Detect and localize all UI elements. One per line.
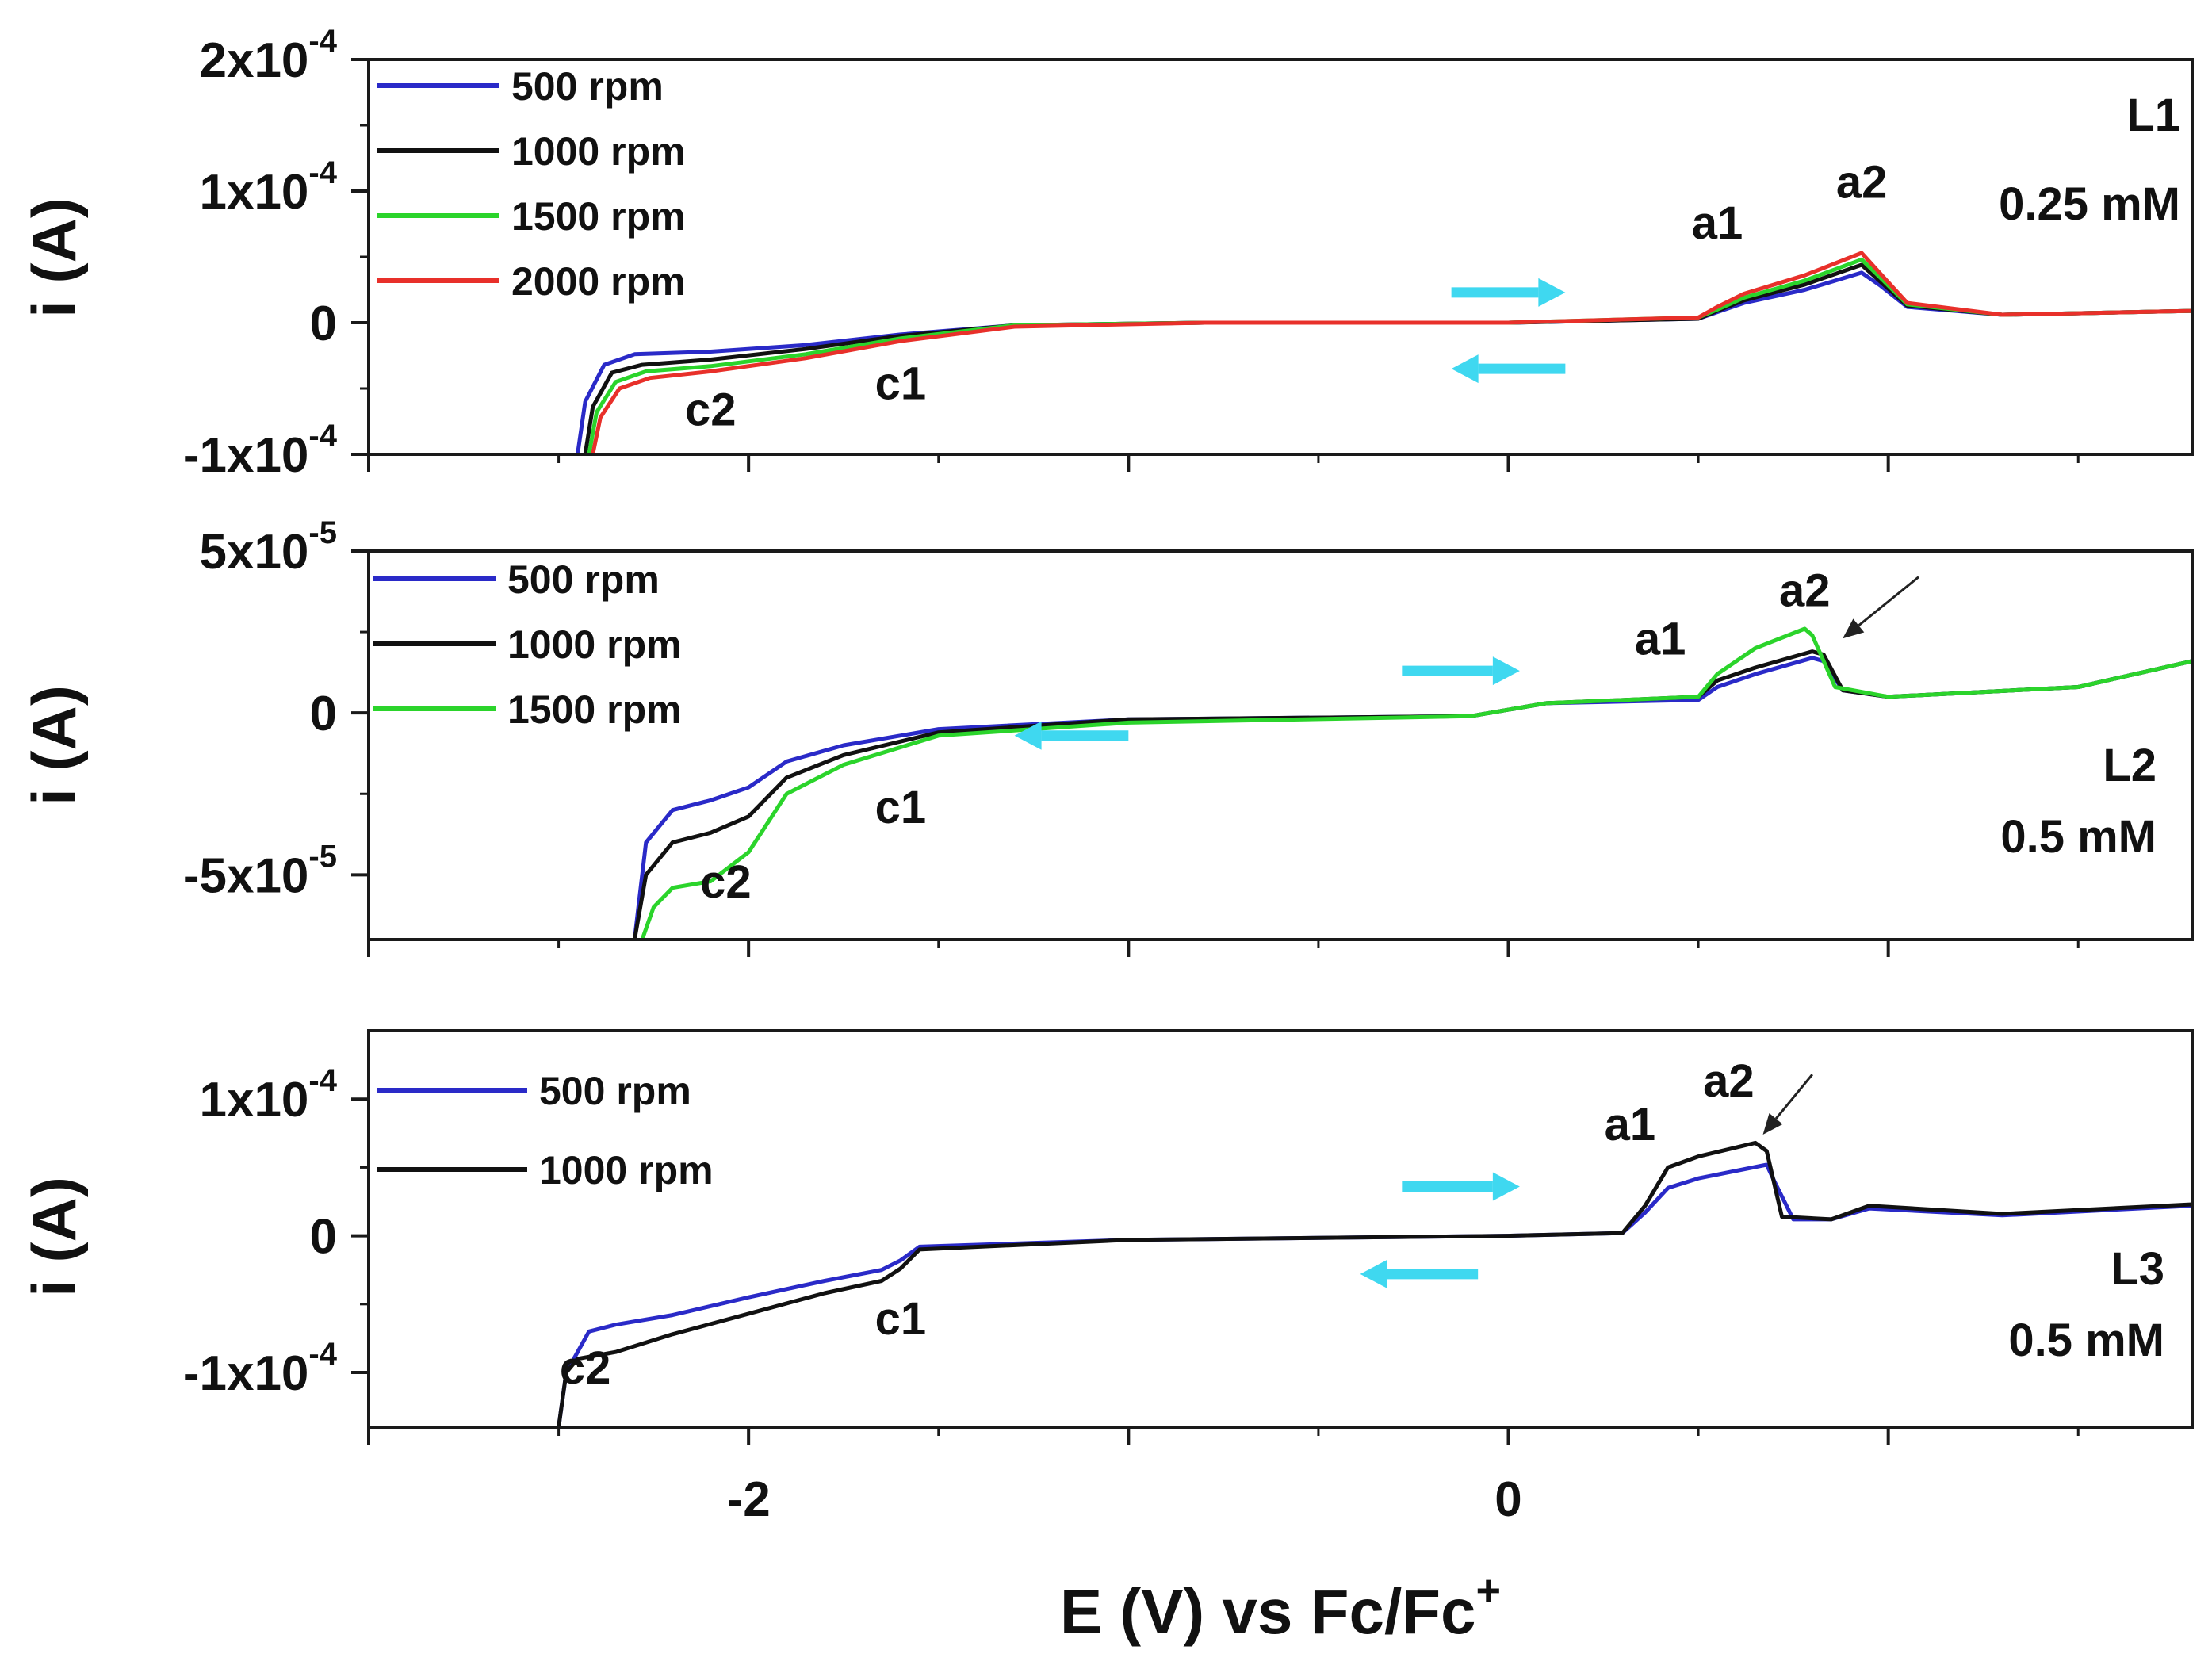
peak-label-a1: a1 bbox=[1692, 197, 1743, 249]
legend-entry: 2000 rpm bbox=[511, 259, 686, 304]
y-tick-label: 0 bbox=[310, 1210, 337, 1265]
legend-entry: 500 rpm bbox=[507, 557, 660, 602]
sweep-arrow-left bbox=[1451, 354, 1566, 384]
x-tick-label: 0 bbox=[1494, 1472, 1521, 1527]
series-line-2000-rpm bbox=[591, 251, 2192, 454]
series-group bbox=[557, 1140, 2192, 1427]
series-line-500-rpm bbox=[632, 656, 2192, 940]
peak-label-c1: c1 bbox=[875, 1293, 927, 1345]
y-tick-label: 1x10-4 bbox=[199, 155, 337, 220]
peak-label-a2: a2 bbox=[1703, 1055, 1755, 1107]
y-tick-label: -1x10-4 bbox=[183, 1337, 338, 1401]
y-tick-label: 0 bbox=[310, 687, 337, 741]
peak-label-c2: c2 bbox=[700, 856, 752, 908]
plot-frame bbox=[367, 1029, 2194, 1429]
x-axis-title: E (V) vs Fc/Fc+ bbox=[1060, 1567, 1501, 1647]
series-line-500-rpm bbox=[557, 1162, 2192, 1427]
series-group bbox=[632, 626, 2192, 940]
y-tick-label: 2x10-4 bbox=[199, 24, 337, 88]
peak-label-c1: c1 bbox=[875, 358, 927, 409]
concentration-label: 0.5 mM bbox=[2000, 811, 2157, 863]
series-line-500-rpm bbox=[576, 270, 2192, 454]
sweep-arrow-left bbox=[1014, 721, 1129, 750]
sweep-arrow-right bbox=[1451, 278, 1566, 307]
legend-entry: 1000 rpm bbox=[511, 129, 686, 174]
legend-entry: 1000 rpm bbox=[507, 622, 682, 667]
series-line-1500-rpm bbox=[587, 257, 2192, 454]
y-axis-title: i (A) bbox=[19, 197, 89, 318]
y-tick-label: 0 bbox=[310, 297, 337, 351]
concentration-label: 0.25 mM bbox=[1999, 178, 2180, 230]
panel-label: L3 bbox=[2111, 1243, 2164, 1295]
panel-l1: 2x10-4 1x10-4 0 -1x10-4 i (A) 500 rpm 1000 rpm… bbox=[19, 24, 2194, 483]
peak-label-a2: a2 bbox=[1779, 565, 1831, 616]
y-axis-title: i (A) bbox=[19, 685, 89, 806]
plot-frame bbox=[367, 58, 2194, 456]
series-line-1500-rpm bbox=[640, 626, 2192, 940]
panel-label: L1 bbox=[2126, 90, 2180, 141]
sweep-arrow-right bbox=[1402, 1172, 1520, 1201]
concentration-label: 0.5 mM bbox=[2008, 1315, 2164, 1366]
sweep-arrow-right bbox=[1402, 656, 1520, 686]
y-tick-label: 5x10-5 bbox=[199, 515, 337, 580]
series-group bbox=[576, 251, 2192, 454]
peak-label-c1: c1 bbox=[875, 782, 927, 833]
panel-l2: 5x10-5 0 -5x10-5 i (A) 500 rpm 1000 rpm 1500 r… bbox=[19, 515, 2194, 957]
x-axis-title-main: E (V) vs Fc/Fc bbox=[1060, 1576, 1476, 1647]
x-tick-labels: -2 0 bbox=[727, 1472, 1522, 1527]
peak-label-c2: c2 bbox=[560, 1342, 611, 1394]
pointer-arrow bbox=[1762, 1074, 1813, 1135]
legend-entry: 1000 rpm bbox=[539, 1148, 714, 1192]
svg-text:E (V) vs Fc/Fc+: E (V) vs Fc/Fc+ bbox=[1060, 1567, 1501, 1647]
sweep-arrow-left bbox=[1360, 1259, 1479, 1288]
peak-label-a1: a1 bbox=[1605, 1099, 1656, 1150]
panel-label: L2 bbox=[2103, 740, 2157, 791]
peak-label-c2: c2 bbox=[685, 384, 737, 435]
x-tick-label: -2 bbox=[727, 1472, 771, 1527]
plot-frame bbox=[367, 549, 2194, 941]
peak-label-a1: a1 bbox=[1635, 614, 1686, 665]
legend-entry: 1500 rpm bbox=[507, 687, 682, 732]
series-line-1000-rpm bbox=[557, 1140, 2192, 1427]
legend-entry: 500 rpm bbox=[539, 1069, 691, 1113]
peak-label-a2: a2 bbox=[1836, 156, 1888, 208]
x-axis-title-superscript: + bbox=[1476, 1567, 1502, 1614]
legend-entry: 1500 rpm bbox=[511, 194, 686, 239]
series-line-1000-rpm bbox=[583, 262, 2192, 454]
y-axis-title: i (A) bbox=[19, 1177, 89, 1297]
panel-l3: 1x10-4 0 -1x10-4 i (A) 500 rpm 1000 rpm L3 0.5 … bbox=[19, 1029, 2194, 1445]
y-tick-label: 1x10-4 bbox=[199, 1063, 337, 1127]
y-tick-label: -5x10-5 bbox=[183, 839, 337, 903]
pointer-arrow bbox=[1843, 576, 1919, 639]
legend-entry: 500 rpm bbox=[511, 64, 664, 109]
y-tick-label: -1x10-4 bbox=[183, 419, 338, 483]
